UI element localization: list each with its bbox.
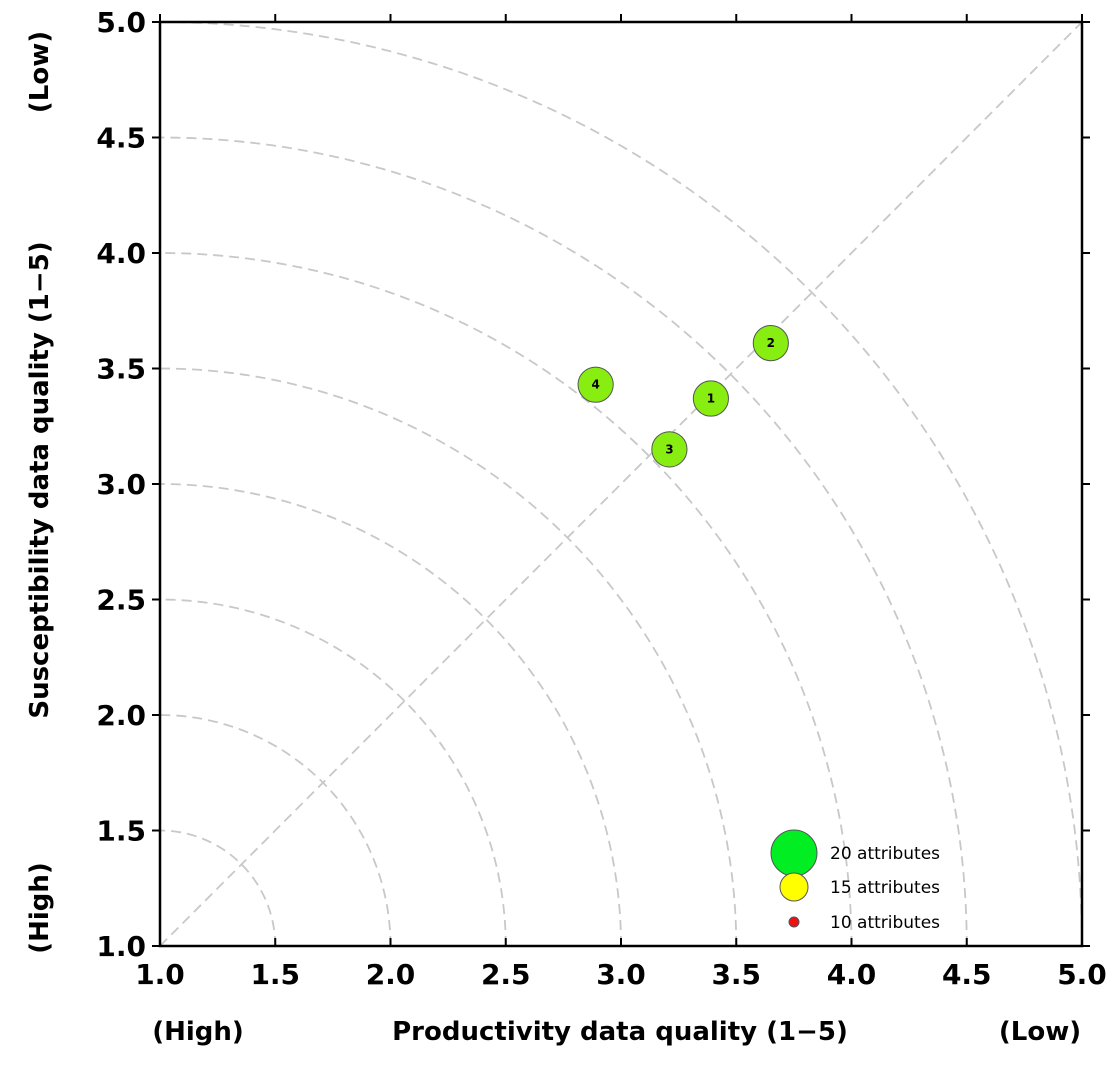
y-axis-title: Susceptibility data quality (1−5) (25, 241, 55, 718)
y-tick-label: 1.0 (96, 930, 146, 963)
x-tick-label: 1.0 (135, 958, 185, 991)
tick-layer: 1.0 1.5 2.0 2.5 3.0 3.5 4.0 4.5 5.0 1.0 1.5 2.0 2.5 3… (96, 6, 1106, 991)
data-point-label: 1 (707, 392, 715, 406)
data-point: 1 (692, 380, 729, 417)
y-tick-label: 4.5 (96, 122, 146, 155)
y-tick-label: 1.5 (96, 815, 146, 848)
legend-entry: 20 attributes (770, 829, 940, 877)
y-tick-label: 3.0 (96, 468, 146, 501)
data-point-label: 3 (665, 442, 673, 456)
data-point-label: 2 (767, 336, 775, 350)
data-point-label: 4 (591, 378, 599, 392)
data-point-marker (651, 431, 688, 468)
y-tick-label: 3.5 (96, 353, 146, 386)
x-tick-label: 2.5 (481, 958, 531, 991)
y-tick-label: 2.0 (96, 699, 146, 732)
data-point-marker (577, 366, 614, 403)
x-tick-label: 3.5 (711, 958, 761, 991)
grid-arc (160, 483, 622, 946)
y-tick-label: 5.0 (96, 6, 146, 39)
x-tick-label: 3.0 (596, 958, 646, 991)
x-tick-label: 4.0 (827, 958, 877, 991)
diagonal-line (160, 22, 1082, 946)
grid-arc (160, 136, 968, 946)
data-point-marker (752, 324, 789, 362)
y-tick-label: 2.5 (96, 584, 146, 617)
x-tick-label: 2.0 (366, 958, 416, 991)
x-tick-label: 5.0 (1057, 958, 1107, 991)
x-tick-label: 1.5 (250, 958, 300, 991)
legend-label: 20 attributes (830, 844, 940, 864)
grid-layer (160, 22, 1082, 946)
grid-arc (160, 22, 1082, 946)
x-axis-high-quality-label: (High) (152, 1017, 244, 1047)
legend-entry: 10 attributes (788, 913, 940, 933)
x-tick-label: 4.5 (942, 958, 992, 991)
legend-marker (770, 829, 818, 877)
y-axis-high-quality-label: (High) (25, 862, 55, 954)
points-layer: 1 2 3 4 (577, 324, 789, 468)
data-point: 4 (577, 366, 614, 403)
data-point: 2 (752, 324, 789, 362)
data-point-marker (692, 380, 729, 417)
legend: 20 attributes 15 attributes 10 attributes (770, 829, 940, 933)
x-axis-title: Productivity data quality (1−5) (392, 1017, 848, 1047)
legend-label: 15 attributes (830, 878, 940, 898)
grid-arc (160, 598, 507, 946)
x-axis-low-quality-label: (Low) (999, 1017, 1081, 1047)
legend-marker (788, 916, 800, 928)
legend-label: 10 attributes (830, 913, 940, 933)
y-axis-low-quality-label: (Low) (25, 31, 55, 113)
legend-entry: 15 attributes (779, 872, 940, 902)
data-point: 3 (651, 431, 688, 468)
grid-arc (160, 829, 277, 946)
legend-marker (779, 872, 809, 902)
y-tick-label: 4.0 (96, 237, 146, 270)
